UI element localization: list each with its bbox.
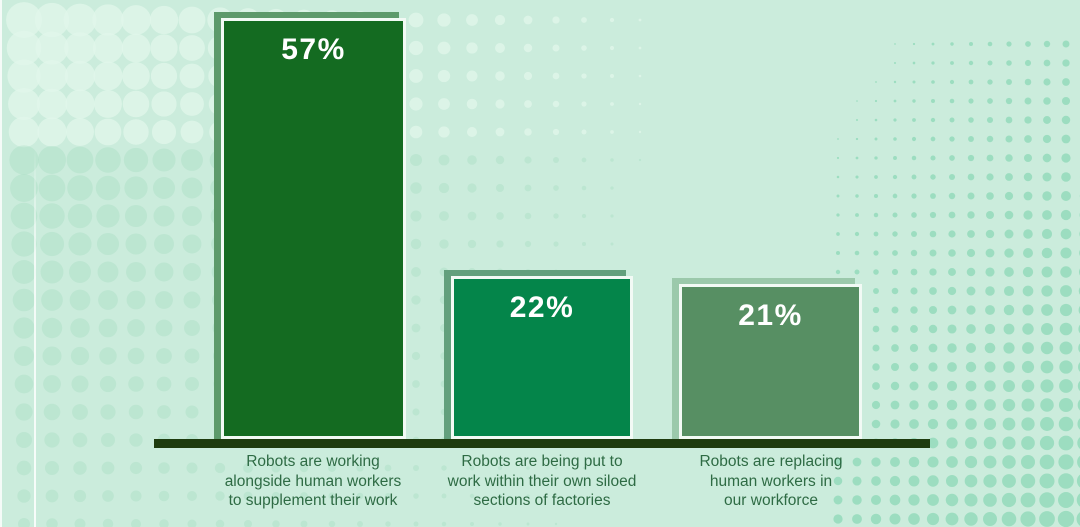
value-label: 22% (509, 291, 575, 324)
bar-robots-replacing-workers: 21% (672, 278, 862, 439)
bar-fill: 22% (451, 276, 633, 439)
label-line: work within their own siloed (447, 472, 637, 490)
label-line: sections of factories (473, 492, 611, 509)
bar-fill: 21% (679, 284, 862, 439)
label-line: to supplement their work (228, 492, 398, 509)
bar-fill: 57% (221, 18, 406, 439)
label-line: Robots are working (246, 453, 380, 470)
category-label-siloed-sections: Robots are being put to work within thei… (392, 452, 692, 511)
bar-robots-supplement-work: 57% (214, 12, 406, 439)
category-label-supplement-work: Robots are working alongside human worke… (163, 452, 463, 511)
label-line: alongside human workers (224, 472, 402, 490)
label-line: human workers in (709, 472, 833, 490)
category-label-replacing-workers: Robots are replacing human workers in ou… (621, 452, 921, 511)
vertical-seam-highlight (34, 148, 36, 527)
value-label: 57% (281, 33, 346, 66)
value-label: 21% (738, 299, 803, 332)
label-line: our workforce (724, 492, 818, 509)
label-line: Robots are replacing (699, 453, 843, 470)
bar-robots-siloed-sections: 22% (444, 270, 633, 439)
x-axis-line (154, 439, 930, 448)
label-line: Robots are being put to (461, 453, 623, 470)
